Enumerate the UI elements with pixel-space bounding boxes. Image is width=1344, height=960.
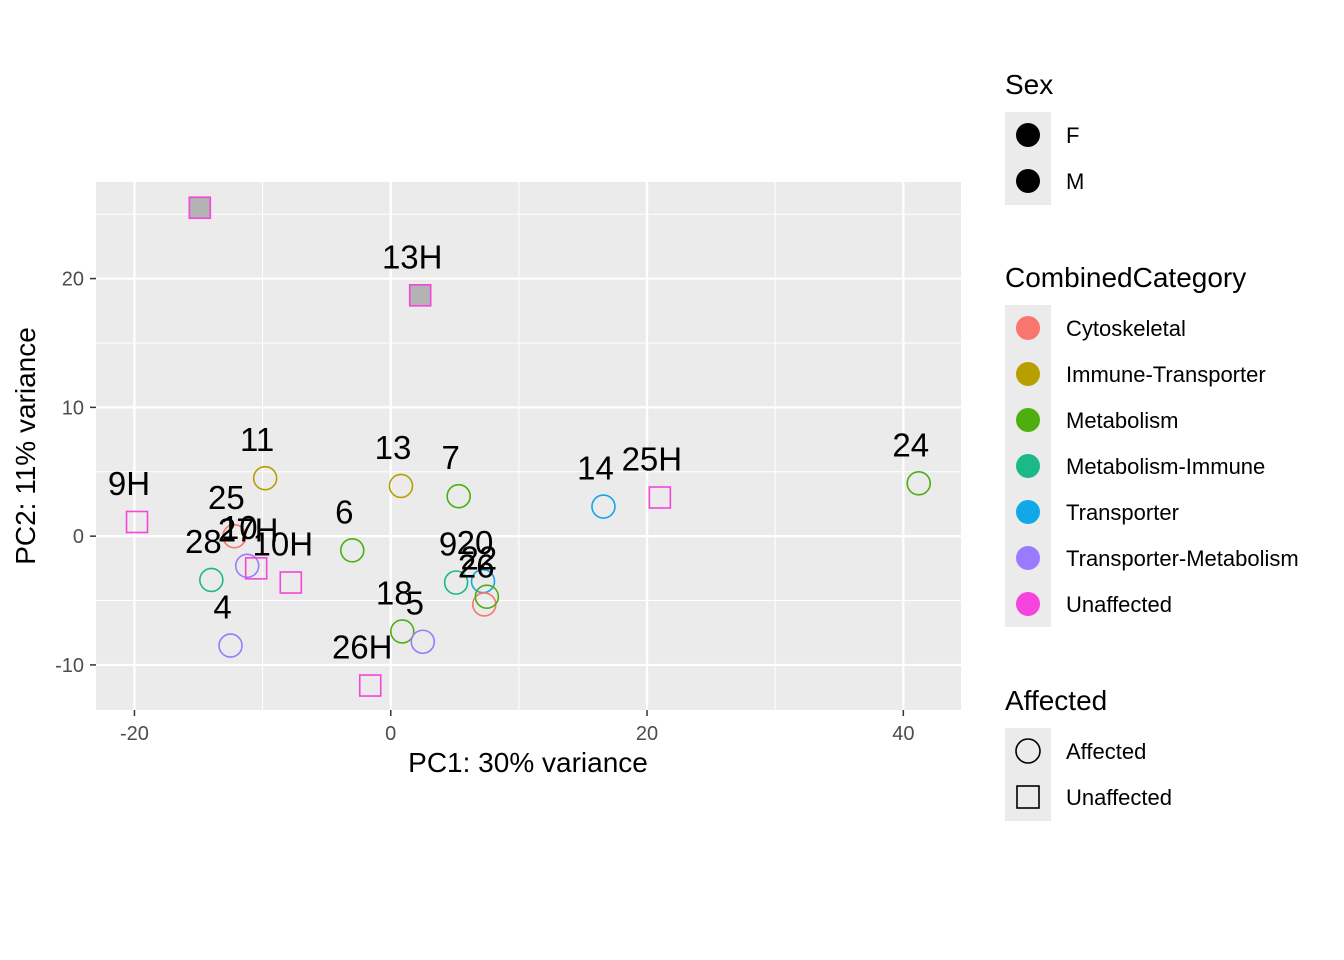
y-tick-label: 20 [62, 269, 84, 291]
data-point-square [125, 510, 149, 534]
data-point-circle [474, 584, 500, 609]
legend-category-label: Immune-Transporter [1066, 362, 1266, 387]
data-point-square [188, 196, 212, 220]
data-point-square [279, 571, 303, 594]
data-point-circle [389, 619, 415, 644]
data-point-circle [234, 553, 260, 579]
legend-category-label: Cytoskeletal [1066, 316, 1186, 341]
legend-sex-m-marker [1016, 169, 1040, 193]
point-label: 9 [439, 526, 457, 563]
legend-category-label: Metabolism-Immune [1066, 454, 1265, 479]
data-point-circle [906, 471, 932, 496]
legend-sex-f-label: F [1066, 123, 1079, 148]
data-point-circle [443, 570, 469, 595]
y-tick-label: 0 [73, 526, 84, 548]
point-label: 18 [376, 574, 413, 611]
data-point-square [358, 674, 382, 697]
legend-category-marker [1016, 454, 1040, 478]
x-tick-label: -20 [120, 723, 149, 745]
legend-category-marker [1016, 592, 1040, 616]
legend-category-marker [1016, 500, 1040, 524]
point-label: 13 [375, 429, 412, 466]
point-label: 11 [240, 421, 274, 458]
legend-category-marker [1016, 408, 1040, 432]
point-label: 14 [577, 450, 614, 487]
point-label: 26 [458, 547, 495, 584]
legend-affected-label-affected: Affected [1066, 739, 1146, 764]
data-point-circle [339, 538, 365, 563]
legend-category-marker [1016, 546, 1040, 570]
legend-category-title: CombinedCategory [1005, 262, 1246, 293]
legend-affected-circle-marker [1015, 738, 1041, 764]
axes-layer: -20 0 20 40 -10 0 10 20 [55, 269, 914, 745]
point-label: 13H [382, 238, 443, 275]
point-label: 5 [406, 585, 424, 622]
points-layer [125, 196, 932, 697]
y-axis-title: PC2: 11% variance [10, 327, 41, 565]
point-label: 20 [457, 524, 494, 561]
point-label: 25 [208, 479, 245, 516]
x-tick-label: 0 [385, 723, 396, 745]
data-point-circle [252, 465, 278, 491]
legend-affected-label-unaffected: Unaffected [1066, 785, 1172, 810]
point-label: 10H [253, 526, 314, 563]
x-axis-title: PC1: 30% variance [408, 747, 648, 778]
legend-category-label: Transporter [1066, 500, 1179, 525]
legend-category-marker [1016, 316, 1040, 340]
point-label: 25H [622, 441, 683, 478]
data-point-circle [591, 494, 616, 519]
legend-category: CombinedCategory Cytoskeletal Immune-Tran… [1005, 262, 1299, 627]
data-point-circle [222, 523, 247, 549]
point-label: 22 [460, 540, 497, 577]
point-label: 24 [892, 426, 929, 463]
point-label: 7 [441, 439, 459, 476]
x-tick-label: 40 [892, 723, 914, 745]
data-point-circle [410, 629, 436, 655]
x-tick-label: 20 [636, 723, 658, 745]
point-label: 10 [221, 509, 258, 546]
legend-sex-m-label: M [1066, 169, 1084, 194]
legend-category-marker [1016, 362, 1040, 386]
data-point-circle [388, 473, 414, 499]
legend-category-label: Transporter-Metabolism [1066, 546, 1299, 571]
plot-panel [96, 182, 961, 710]
y-tick-label: -10 [55, 655, 84, 677]
y-tick-label: 10 [62, 397, 84, 419]
legend-affected-square-marker [1016, 785, 1040, 809]
data-point-circle [446, 483, 471, 509]
point-label: 6 [335, 493, 353, 530]
point-label: 27H [218, 511, 279, 548]
legend-sex-f-marker [1016, 123, 1040, 147]
point-label: 4 [213, 589, 231, 626]
legend-sex-title: Sex [1005, 69, 1053, 100]
data-point-circle [218, 633, 243, 658]
data-point-circle [199, 567, 224, 593]
point-label: 9H [108, 465, 150, 502]
legend-category-label: Metabolism [1066, 408, 1178, 433]
legend-affected: Affected Affected Unaffected [1005, 685, 1172, 821]
data-point-square [648, 486, 672, 509]
data-point-square [408, 284, 432, 307]
legend-category-label: Unaffected [1066, 592, 1172, 617]
plot-background [96, 182, 961, 710]
legend-affected-key-bg [1005, 728, 1051, 821]
point-label: 28 [185, 523, 222, 560]
legend-sex: Sex F M [1005, 69, 1084, 205]
point-label: 26H [332, 629, 393, 666]
data-point-square [244, 557, 268, 580]
legend-affected-title: Affected [1005, 685, 1107, 716]
